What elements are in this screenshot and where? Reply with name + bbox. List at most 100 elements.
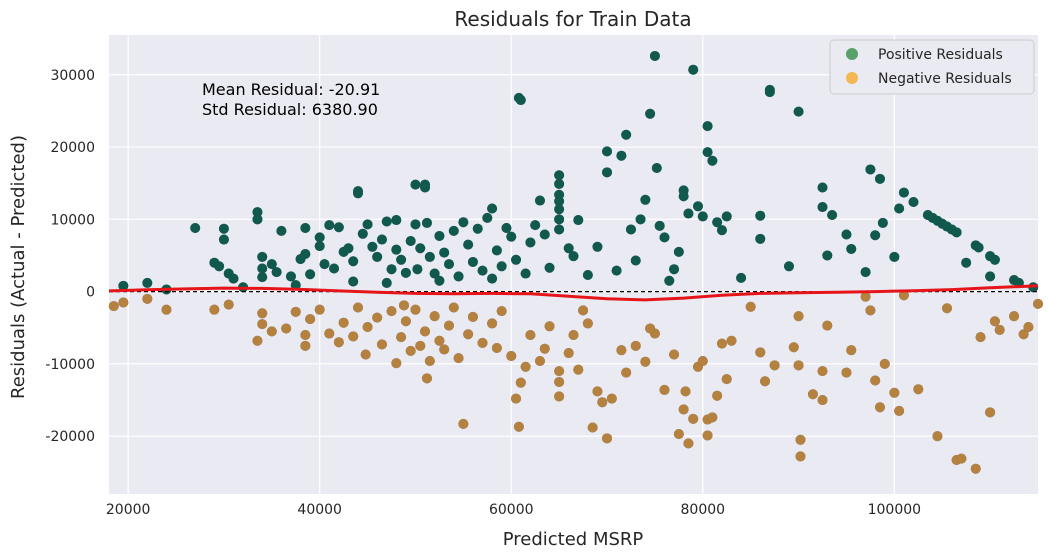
legend-negative-marker [846,72,858,84]
positive-residual-point [314,232,325,243]
positive-residual-point [410,219,421,230]
negative-residual-point [860,291,871,302]
std-residual-annotation: Std Residual: 6380.90 [202,100,378,119]
positive-residual-point [467,256,478,267]
positive-residual-point [357,228,368,239]
negative-residual-point [568,329,579,340]
negative-residual-point [400,316,411,327]
positive-residual-point [645,108,656,119]
positive-residual-point [651,163,662,174]
tick-labels: 20000 40000 60000 80000 100000 -20000 -10000 0 1… [45,68,921,518]
positive-residual-point [434,275,445,286]
positive-residual-point [539,229,550,240]
positive-residual-point [376,234,387,245]
negative-residual-point [702,430,713,441]
positive-residual-point [860,267,871,278]
negative-residual-point [118,297,129,308]
positive-residual-point [688,64,699,75]
negative-residual-point [142,293,153,304]
negative-residual-point [506,350,517,361]
negative-residual-point [477,337,488,348]
x-tick-label: 80000 [681,502,726,518]
x-tick-label: 100000 [868,502,921,518]
positive-residual-point [592,241,603,252]
negative-residual-point [870,375,881,386]
negative-residual-point [424,355,435,366]
negative-residual-point [554,366,565,377]
positive-residual-point [453,271,464,282]
negative-residual-point [769,360,780,371]
negative-residual-point [889,387,900,398]
positive-residual-point [396,254,407,265]
negative-residual-point [726,335,737,346]
positive-residual-point [228,273,239,284]
positive-residual-point [458,217,469,228]
negative-residual-point [712,390,723,401]
positive-residual-point [329,263,340,274]
positive-residual-point [683,208,694,219]
negative-residual-point [975,332,986,343]
positive-residual-point [846,243,857,254]
positive-residual-point [487,203,498,214]
positive-residual-point [568,251,579,262]
negative-residual-point [223,299,234,310]
negative-residual-point [520,361,531,372]
positive-residual-point [472,223,483,234]
negative-residual-point [956,453,967,464]
positive-residual-point [348,276,359,287]
negative-residual-point [822,320,833,331]
negative-residual-point [621,367,632,378]
negative-residual-point [606,393,617,404]
negative-residual-point [1018,329,1029,340]
positive-residual-point [381,277,392,288]
positive-residual-point [300,222,311,233]
positive-residual-point [755,210,766,221]
negative-residual-point [582,318,593,329]
positive-residual-point [573,215,584,226]
negative-residual-point [1009,311,1020,322]
legend-positive-label: Positive Residuals [878,47,1003,63]
positive-residual-point [865,164,876,175]
negative-residual-point [707,412,718,423]
negative-residual-point [795,434,806,445]
positive-residual-point [424,251,435,262]
negative-residual-point [252,335,263,346]
negative-residual-point [491,342,502,353]
negative-residual-point [362,322,373,333]
negative-residual-point [793,311,804,322]
positive-residual-point [716,225,727,236]
negative-residual-point [846,345,857,356]
negative-residual-point [448,302,459,313]
positive-residual-point [530,220,541,231]
positive-residual-point [669,264,680,275]
negative-residual-point [396,332,407,343]
negative-residual-point [932,431,943,442]
data-points [108,50,1043,474]
positive-residual-point [218,234,229,245]
negative-residual-point [688,413,699,424]
positive-residual-point [324,220,335,231]
positive-residual-point [707,155,718,166]
positive-residual-point [582,269,593,280]
positive-residual-point [827,209,838,220]
negative-residual-point [673,429,684,440]
negative-residual-point [108,301,119,312]
positive-residual-point [353,188,364,199]
negative-residual-point [793,360,804,371]
positive-residual-point [300,249,311,260]
positive-residual-point [554,170,565,181]
positive-residual-point [118,280,129,291]
negative-residual-point [630,340,641,351]
positive-residual-point [554,224,565,235]
positive-residual-point [889,251,900,262]
negative-residual-point [360,349,371,360]
positive-residual-point [391,215,402,226]
positive-residual-point [908,196,919,207]
positive-residual-point [520,268,531,279]
negative-residual-point [755,347,766,358]
mean-residual-annotation: Mean Residual: -20.91 [202,80,380,99]
y-tick-label: 20000 [50,140,95,156]
positive-residual-point [420,182,431,193]
positive-residual-point [463,239,474,250]
